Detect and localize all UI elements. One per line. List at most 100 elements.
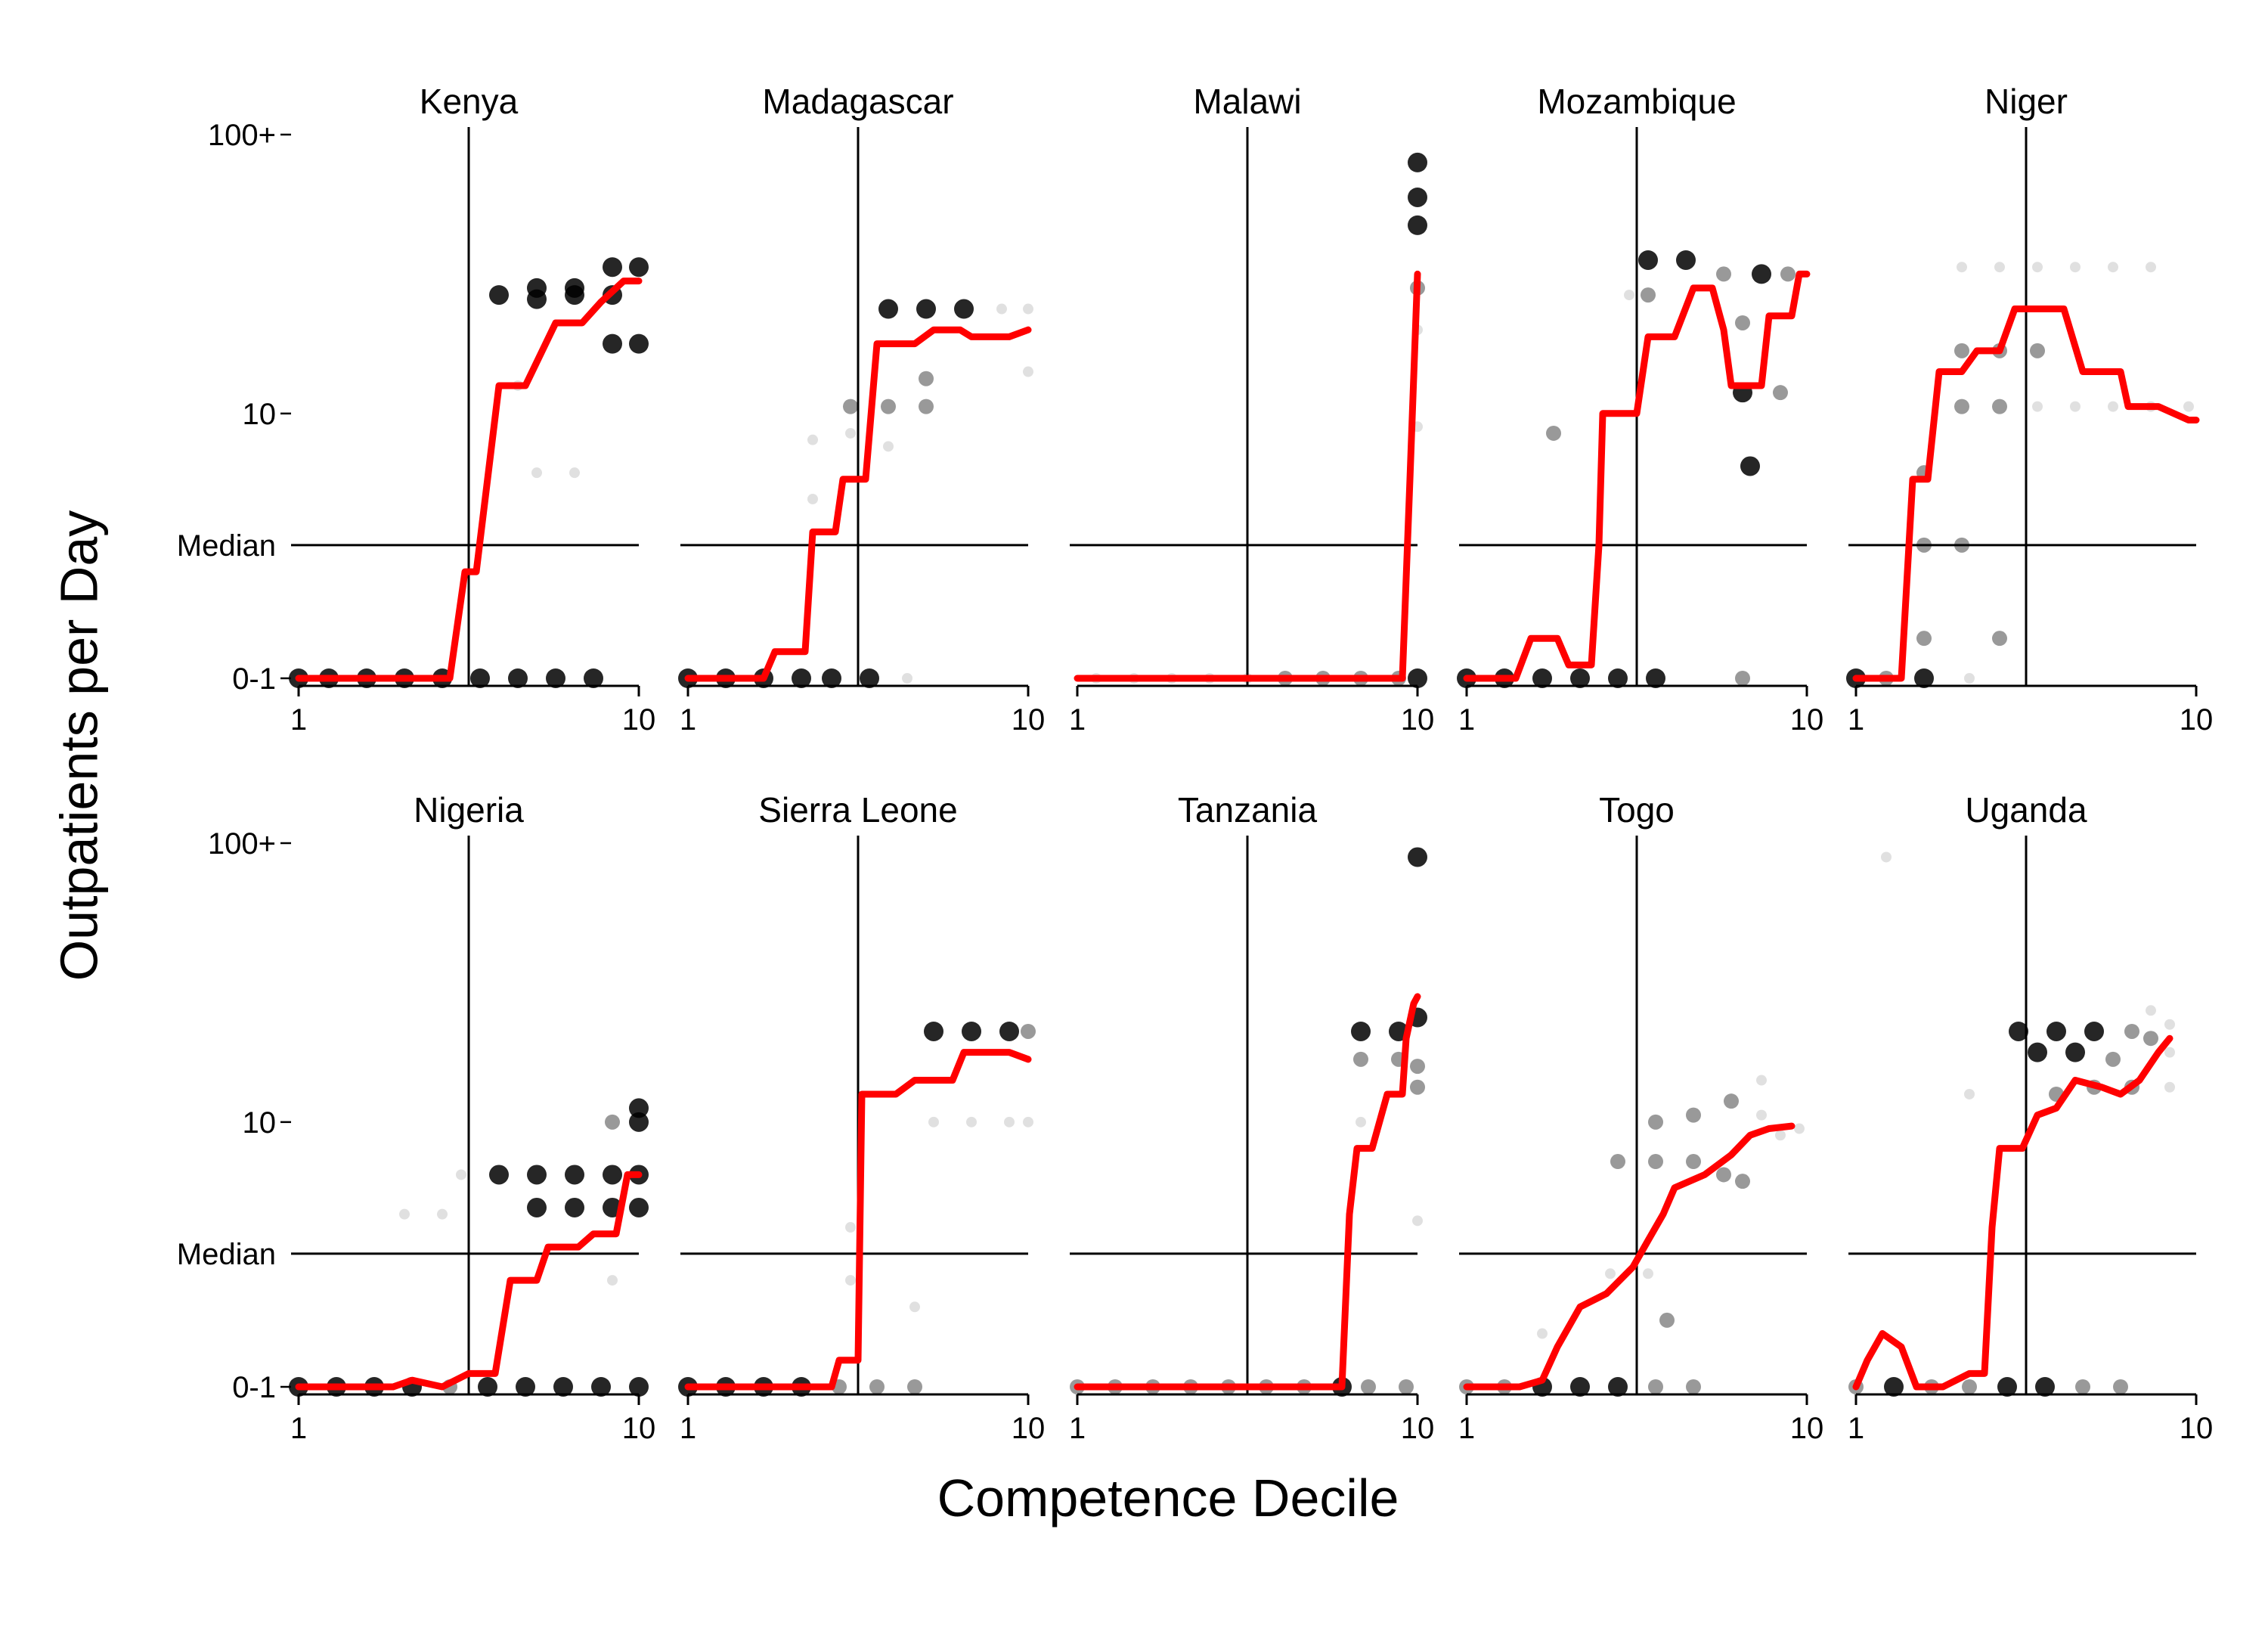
x-tick-label: 10 — [622, 703, 656, 737]
data-point — [962, 1021, 981, 1041]
data-point — [2032, 262, 2043, 273]
fit-line — [684, 1049, 1032, 1391]
data-point — [2030, 343, 2045, 358]
data-point — [1570, 1377, 1590, 1397]
data-point — [2146, 262, 2156, 273]
data-point — [516, 1377, 535, 1397]
data-point — [565, 1197, 584, 1217]
data-point — [605, 1114, 620, 1130]
data-point — [1992, 399, 2007, 414]
data-point — [883, 441, 894, 452]
data-point — [996, 303, 1007, 315]
data-point — [1735, 1174, 1750, 1189]
data-point — [1610, 1154, 1625, 1170]
x-tick-label: 1 — [1458, 1412, 1475, 1445]
data-point — [508, 668, 528, 688]
data-point — [1605, 1268, 1616, 1279]
data-point — [2084, 1021, 2104, 1041]
data-point — [1537, 1328, 1548, 1339]
panel-togo: Togo 1 10 — [1458, 790, 1823, 1445]
data-point — [2108, 401, 2118, 412]
data-point — [1735, 315, 1750, 330]
data-point — [569, 467, 580, 479]
data-point — [1686, 1154, 1701, 1170]
data-point — [954, 299, 974, 319]
data-point — [1648, 1154, 1663, 1170]
data-point — [629, 1098, 649, 1118]
fit-line — [1463, 1122, 1796, 1391]
data-point — [1881, 851, 1892, 863]
data-point — [807, 493, 818, 504]
x-tick-label: 1 — [1848, 703, 1864, 737]
data-point — [2164, 1019, 2175, 1030]
panel-tanzania: Tanzania 1 10 — [1069, 790, 1434, 1445]
panel-nigeria: Nigeria 1 10 0-1 Median 10 100+ — [177, 790, 655, 1445]
x-tick-label: 1 — [680, 703, 696, 737]
data-point — [2164, 1047, 2175, 1058]
data-point — [845, 1222, 856, 1233]
scatter-points — [678, 299, 1033, 688]
x-tick-label: 10 — [1401, 1412, 1435, 1445]
data-point — [2028, 1042, 2047, 1062]
data-point — [2075, 1379, 2090, 1394]
data-point — [1716, 1167, 1731, 1183]
x-tick-label: 1 — [1069, 703, 1086, 737]
data-point — [2046, 1021, 2066, 1041]
data-point — [916, 299, 936, 319]
data-point — [2032, 401, 2043, 412]
x-axis-title: Competence Decile — [937, 1469, 1399, 1527]
data-point — [902, 673, 912, 684]
panel-malawi: Malawi 1 10 — [1069, 82, 1434, 737]
fit-line — [1852, 305, 2200, 682]
data-point — [2143, 1031, 2158, 1047]
data-point — [1992, 631, 2007, 647]
data-point — [1997, 1377, 2017, 1397]
fit-line — [1852, 1034, 2174, 1391]
data-point — [1646, 668, 1665, 688]
data-point — [603, 333, 622, 354]
panel-title: Sierra Leone — [758, 790, 957, 830]
x-tick-label: 10 — [1012, 1412, 1046, 1445]
data-point — [1408, 152, 1427, 172]
data-point — [1648, 1114, 1663, 1130]
data-point — [1023, 366, 1033, 377]
data-point — [966, 1116, 977, 1127]
data-point — [1916, 631, 1932, 647]
data-point — [1756, 1109, 1767, 1121]
data-point — [399, 1208, 410, 1220]
data-point — [456, 1169, 466, 1180]
data-point — [527, 278, 547, 298]
data-point — [470, 668, 490, 688]
x-tick-label: 10 — [2180, 1412, 2214, 1445]
data-point — [1353, 1051, 1368, 1067]
data-point — [1916, 537, 1932, 553]
data-point — [629, 1197, 649, 1217]
data-point — [2070, 401, 2081, 412]
data-point — [1994, 262, 2005, 273]
data-point — [527, 1165, 547, 1185]
data-point — [1954, 343, 1969, 358]
data-point — [629, 1112, 649, 1132]
data-point — [1954, 537, 1969, 553]
panel-title: Tanzania — [1178, 790, 1318, 830]
panel-title: Madagascar — [762, 82, 953, 121]
data-point — [1608, 1377, 1628, 1397]
y-tick-label: 100+ — [208, 827, 276, 861]
data-point — [924, 1021, 943, 1041]
data-point — [1686, 1107, 1701, 1123]
data-point — [1686, 1379, 1701, 1394]
data-point — [843, 399, 858, 414]
scatter-points — [1459, 1075, 1805, 1397]
data-point — [1914, 668, 1934, 688]
fit-line — [295, 278, 643, 682]
data-point — [1780, 266, 1796, 282]
x-tick-label: 10 — [1790, 1412, 1824, 1445]
x-tick-label: 1 — [1848, 1412, 1864, 1445]
panel-title: Kenya — [420, 82, 519, 121]
x-tick-label: 1 — [290, 1412, 307, 1445]
data-point — [1643, 1268, 1653, 1279]
data-point — [1532, 668, 1552, 688]
data-point — [2183, 401, 2194, 412]
